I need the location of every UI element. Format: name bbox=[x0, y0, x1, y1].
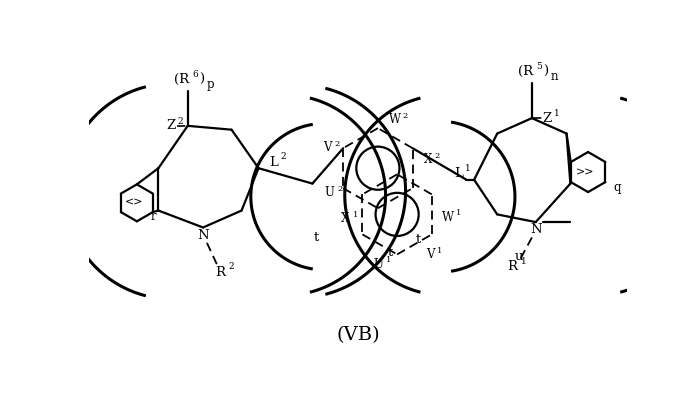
Text: X: X bbox=[341, 212, 349, 225]
Text: (R: (R bbox=[174, 73, 189, 86]
Text: V: V bbox=[323, 141, 331, 154]
Text: t: t bbox=[416, 233, 421, 246]
Text: 2: 2 bbox=[177, 117, 183, 126]
Text: 1: 1 bbox=[554, 109, 559, 118]
Text: 2: 2 bbox=[337, 185, 343, 193]
Text: Z: Z bbox=[542, 112, 552, 125]
Text: N: N bbox=[197, 229, 209, 242]
Text: R: R bbox=[507, 260, 518, 273]
Text: W: W bbox=[389, 113, 401, 126]
Text: 6: 6 bbox=[192, 70, 199, 79]
Text: Z: Z bbox=[166, 119, 175, 132]
Text: 2: 2 bbox=[280, 152, 286, 161]
Text: U: U bbox=[324, 186, 334, 199]
Text: >>: >> bbox=[576, 167, 594, 177]
Text: 1: 1 bbox=[353, 211, 359, 219]
Text: 1: 1 bbox=[387, 256, 391, 265]
Text: n: n bbox=[550, 70, 558, 83]
Text: q: q bbox=[614, 181, 621, 194]
Text: 2: 2 bbox=[435, 152, 440, 160]
Text: r: r bbox=[151, 210, 157, 223]
Text: t: t bbox=[314, 231, 319, 244]
Text: 1: 1 bbox=[465, 164, 471, 173]
Text: 1: 1 bbox=[521, 257, 526, 266]
Text: ): ) bbox=[199, 73, 204, 86]
Text: 2: 2 bbox=[334, 140, 340, 147]
Text: U: U bbox=[373, 258, 383, 271]
Text: L: L bbox=[270, 155, 278, 168]
Text: (R: (R bbox=[518, 66, 533, 79]
Text: X: X bbox=[424, 153, 432, 166]
Text: <>: <> bbox=[124, 198, 143, 208]
Text: 1: 1 bbox=[437, 247, 442, 255]
Text: 5: 5 bbox=[537, 62, 542, 71]
Text: V: V bbox=[426, 248, 435, 261]
Text: t: t bbox=[387, 246, 393, 259]
Text: R: R bbox=[215, 266, 225, 279]
Text: L: L bbox=[454, 167, 463, 180]
Text: W: W bbox=[442, 211, 454, 223]
Text: p: p bbox=[206, 78, 214, 91]
Text: 2: 2 bbox=[228, 262, 233, 271]
Text: u: u bbox=[514, 250, 523, 263]
Text: N: N bbox=[530, 223, 542, 236]
Text: (VB): (VB) bbox=[336, 326, 380, 344]
Text: 1: 1 bbox=[456, 209, 461, 217]
Text: 2: 2 bbox=[403, 112, 408, 120]
Text: ): ) bbox=[543, 66, 548, 79]
